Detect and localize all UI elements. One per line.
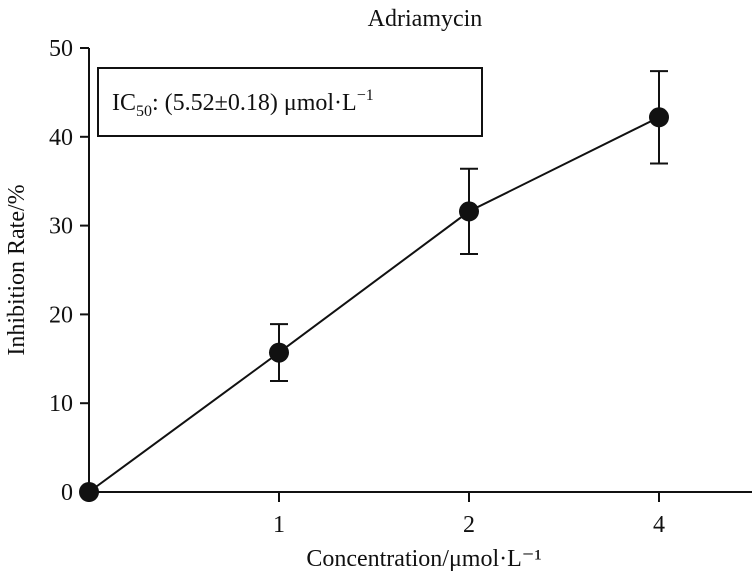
- ic50-annotation-box: [97, 67, 483, 137]
- ic50-annotation: IC50: (5.52±0.18) μmol·L−1: [97, 67, 483, 137]
- y-tick-label: 50: [49, 36, 73, 62]
- x-ticks: 1 2 4: [88, 492, 665, 538]
- ic50-annotation-text: IC50: (5.52±0.18) μmol·L−1: [112, 87, 374, 120]
- y-ticks: 0 10 20 30 40 50: [49, 36, 89, 506]
- y-axis-label: Inhibition Rate/%: [4, 184, 30, 355]
- data-point: [269, 342, 289, 363]
- y-tick-label: 30: [49, 214, 73, 240]
- x-tick-label: 1: [273, 512, 285, 538]
- x-axis-label: Concentration/μmol·L⁻¹: [306, 546, 541, 572]
- y-tick-label: 0: [61, 480, 73, 506]
- chart-title: Adriamycin: [368, 6, 483, 32]
- data-point: [79, 482, 99, 502]
- data-point: [459, 201, 479, 222]
- data-point: [649, 107, 669, 128]
- y-tick-label: 40: [49, 125, 73, 151]
- y-tick-label: 10: [49, 391, 73, 417]
- y-tick-label: 20: [49, 302, 73, 328]
- plot-area: [79, 70, 669, 502]
- series-line: [88, 116, 660, 493]
- x-tick-label: 2: [463, 512, 475, 538]
- x-tick-label: 4: [653, 512, 665, 538]
